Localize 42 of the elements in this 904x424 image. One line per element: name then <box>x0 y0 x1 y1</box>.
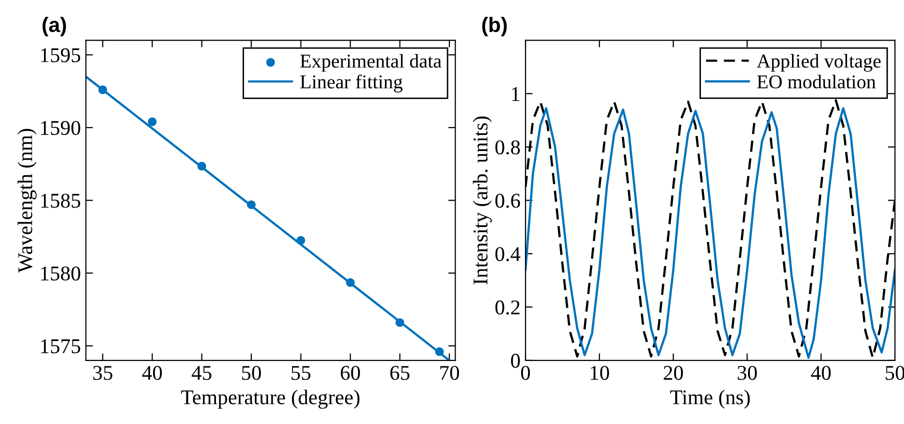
point <box>296 236 306 245</box>
x-tick-label: 45 <box>192 366 212 380</box>
legend-label: Experimental data <box>300 54 442 72</box>
y-tick-label: 0 <box>511 354 520 368</box>
legend-label: EO modulation <box>757 74 876 88</box>
point <box>98 85 108 94</box>
x-tick-label: 60 <box>340 366 360 380</box>
legend-label: Linear fitting <box>300 74 402 92</box>
x-tick-label: 50 <box>242 366 261 380</box>
x-tick-label: 0 <box>521 366 530 380</box>
point <box>395 318 404 327</box>
x-tick-label: 10 <box>590 366 610 380</box>
point <box>435 347 444 356</box>
point <box>148 117 157 126</box>
y-tick-label: 1590 <box>41 120 80 136</box>
x-tick-label: 70 <box>440 366 460 380</box>
legend-label: Applied voltage <box>756 54 881 72</box>
x-tick-label: 20 <box>664 366 683 380</box>
x-tick-label: 30 <box>738 366 757 380</box>
x-axis-title: Temperature (degree) <box>181 390 360 409</box>
y-tick-label: 1595 <box>41 48 80 62</box>
y-tick-label: 0.2 <box>495 300 520 315</box>
y-tick-label: 1585 <box>41 194 80 208</box>
y-axis-title: Intensity (arb. units) <box>472 116 492 284</box>
y-tick-label: 1575 <box>41 339 80 354</box>
point <box>246 200 256 210</box>
x-axis-title: Time (ns) <box>670 390 750 409</box>
point <box>346 278 355 287</box>
y-tick-label: 0.8 <box>495 140 520 155</box>
x-tick-label: 40 <box>142 366 162 380</box>
x-tick-label: 35 <box>93 366 112 380</box>
x-tick-label: 65 <box>390 366 410 380</box>
y-tick-label: 1 <box>512 87 520 101</box>
x-tick-label: 40 <box>811 366 831 380</box>
y-tick-label: 0.6 <box>495 194 520 208</box>
y-axis-title: Wavelength (nm) <box>18 128 37 273</box>
x-tick-label: 55 <box>292 366 310 380</box>
chart-title: (b) <box>482 16 507 36</box>
chart-title: (a) <box>42 16 66 36</box>
y-tick-label: 1580 <box>41 266 80 281</box>
point <box>197 162 206 171</box>
y-tick-label: 0.4 <box>495 247 520 262</box>
